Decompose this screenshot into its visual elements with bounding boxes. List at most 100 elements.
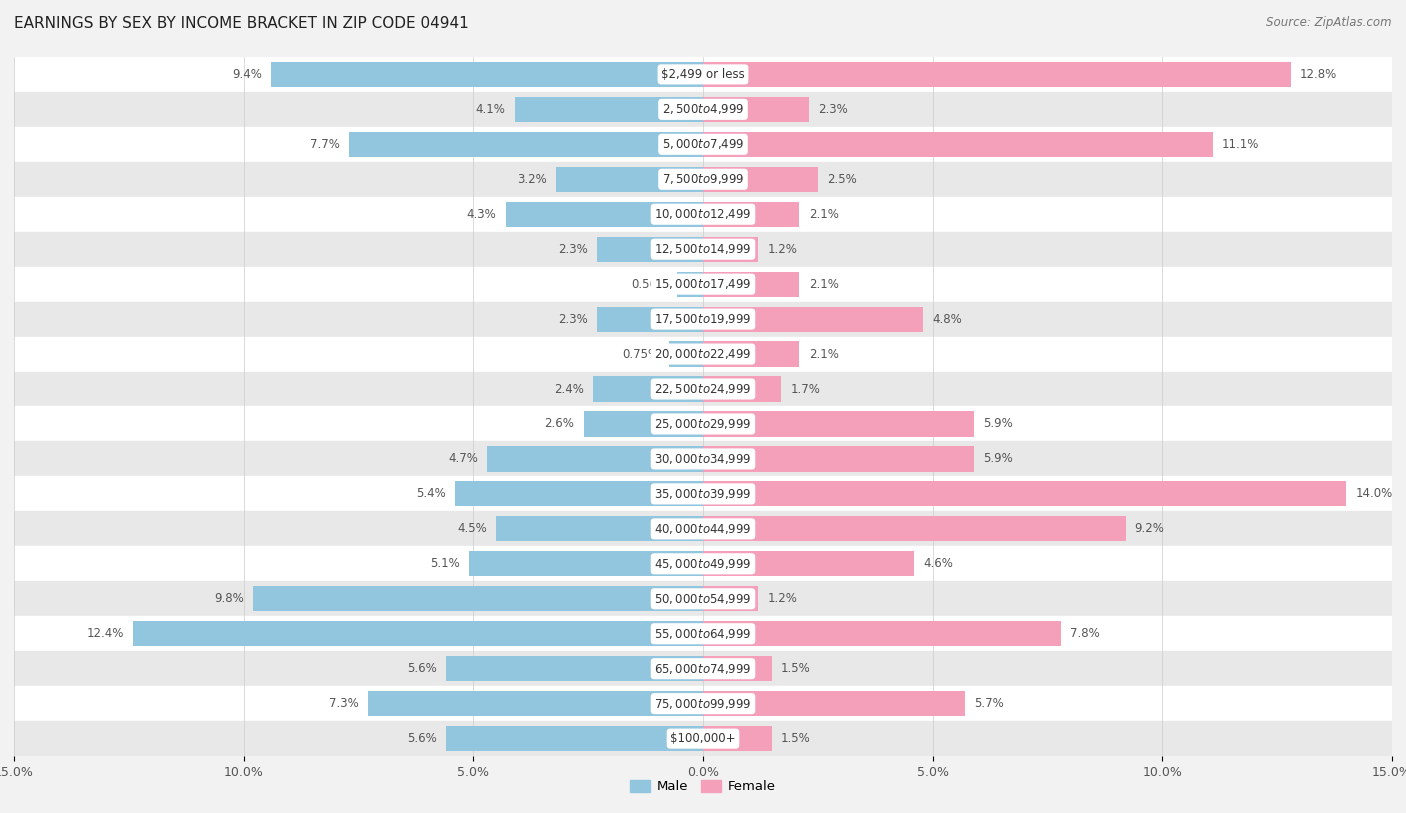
Legend: Male, Female: Male, Female	[626, 775, 780, 798]
Bar	[271, 62, 703, 87]
Text: 9.8%: 9.8%	[214, 593, 243, 605]
Bar	[598, 237, 703, 262]
Text: $45,000 to $49,999: $45,000 to $49,999	[654, 557, 752, 571]
Text: 1.5%: 1.5%	[782, 663, 811, 675]
Text: 7.3%: 7.3%	[329, 698, 359, 710]
Text: 12.4%: 12.4%	[87, 628, 124, 640]
Text: $15,000 to $17,499: $15,000 to $17,499	[654, 277, 752, 291]
Text: 1.2%: 1.2%	[768, 243, 797, 255]
Bar	[703, 516, 1126, 541]
Bar	[703, 272, 800, 297]
Text: 2.3%: 2.3%	[558, 243, 588, 255]
Text: Source: ZipAtlas.com: Source: ZipAtlas.com	[1267, 16, 1392, 29]
Bar	[14, 686, 1392, 721]
Text: $17,500 to $19,999: $17,500 to $19,999	[654, 312, 752, 326]
Bar	[703, 202, 800, 227]
Text: 4.1%: 4.1%	[475, 103, 506, 115]
Text: $2,500 to $4,999: $2,500 to $4,999	[662, 102, 744, 116]
Bar	[14, 302, 1392, 337]
Text: 5.7%: 5.7%	[974, 698, 1004, 710]
Bar	[134, 621, 703, 646]
Text: EARNINGS BY SEX BY INCOME BRACKET IN ZIP CODE 04941: EARNINGS BY SEX BY INCOME BRACKET IN ZIP…	[14, 16, 468, 31]
Bar	[349, 132, 703, 157]
Bar	[515, 97, 703, 122]
Text: $40,000 to $44,999: $40,000 to $44,999	[654, 522, 752, 536]
Text: $55,000 to $64,999: $55,000 to $64,999	[654, 627, 752, 641]
Bar	[703, 411, 974, 437]
Bar	[703, 376, 782, 402]
Text: 0.75%: 0.75%	[623, 348, 659, 360]
Text: 2.3%: 2.3%	[818, 103, 848, 115]
Text: 5.9%: 5.9%	[983, 453, 1012, 465]
Text: 2.1%: 2.1%	[808, 348, 838, 360]
Text: $75,000 to $99,999: $75,000 to $99,999	[654, 697, 752, 711]
Text: 5.1%: 5.1%	[430, 558, 460, 570]
Bar	[703, 586, 758, 611]
Bar	[593, 376, 703, 402]
Text: 5.4%: 5.4%	[416, 488, 446, 500]
Text: 0.56%: 0.56%	[631, 278, 668, 290]
Text: 1.2%: 1.2%	[768, 593, 797, 605]
Text: 5.6%: 5.6%	[406, 663, 437, 675]
Text: $12,500 to $14,999: $12,500 to $14,999	[654, 242, 752, 256]
Bar	[703, 307, 924, 332]
Bar	[14, 406, 1392, 441]
Bar	[703, 691, 965, 716]
Text: $22,500 to $24,999: $22,500 to $24,999	[654, 382, 752, 396]
Text: $20,000 to $22,499: $20,000 to $22,499	[654, 347, 752, 361]
Bar	[14, 57, 1392, 92]
Bar	[14, 197, 1392, 232]
Text: $100,000+: $100,000+	[671, 733, 735, 745]
Bar	[678, 272, 703, 297]
Text: $30,000 to $34,999: $30,000 to $34,999	[654, 452, 752, 466]
Text: 2.4%: 2.4%	[554, 383, 583, 395]
Bar	[703, 551, 914, 576]
Bar	[14, 441, 1392, 476]
Bar	[703, 167, 818, 192]
Bar	[368, 691, 703, 716]
Bar	[703, 62, 1291, 87]
Bar	[598, 307, 703, 332]
Text: 9.4%: 9.4%	[232, 68, 262, 80]
Bar	[14, 511, 1392, 546]
Text: $5,000 to $7,499: $5,000 to $7,499	[662, 137, 744, 151]
Bar	[703, 656, 772, 681]
Bar	[14, 651, 1392, 686]
Bar	[506, 202, 703, 227]
Bar	[14, 92, 1392, 127]
Text: 1.7%: 1.7%	[790, 383, 820, 395]
Bar	[14, 232, 1392, 267]
Bar	[496, 516, 703, 541]
Text: 2.1%: 2.1%	[808, 278, 838, 290]
Bar	[468, 551, 703, 576]
Bar	[14, 127, 1392, 162]
Bar	[703, 446, 974, 472]
Text: 5.9%: 5.9%	[983, 418, 1012, 430]
Bar	[14, 546, 1392, 581]
Text: $35,000 to $39,999: $35,000 to $39,999	[654, 487, 752, 501]
Bar	[14, 721, 1392, 756]
Bar	[14, 616, 1392, 651]
Bar	[14, 267, 1392, 302]
Bar	[703, 481, 1346, 506]
Text: 4.8%: 4.8%	[932, 313, 962, 325]
Text: $50,000 to $54,999: $50,000 to $54,999	[654, 592, 752, 606]
Text: $10,000 to $12,499: $10,000 to $12,499	[654, 207, 752, 221]
Text: 12.8%: 12.8%	[1301, 68, 1337, 80]
Text: 4.3%: 4.3%	[467, 208, 496, 220]
Text: 7.8%: 7.8%	[1070, 628, 1099, 640]
Text: $25,000 to $29,999: $25,000 to $29,999	[654, 417, 752, 431]
Bar	[555, 167, 703, 192]
Bar	[446, 656, 703, 681]
Text: 2.1%: 2.1%	[808, 208, 838, 220]
Text: 2.6%: 2.6%	[544, 418, 575, 430]
Bar	[703, 132, 1213, 157]
Text: $2,499 or less: $2,499 or less	[661, 68, 745, 80]
Bar	[14, 372, 1392, 406]
Text: $7,500 to $9,999: $7,500 to $9,999	[662, 172, 744, 186]
Bar	[14, 476, 1392, 511]
Text: 14.0%: 14.0%	[1355, 488, 1392, 500]
Text: 2.5%: 2.5%	[827, 173, 856, 185]
Bar	[446, 726, 703, 751]
Text: 1.5%: 1.5%	[782, 733, 811, 745]
